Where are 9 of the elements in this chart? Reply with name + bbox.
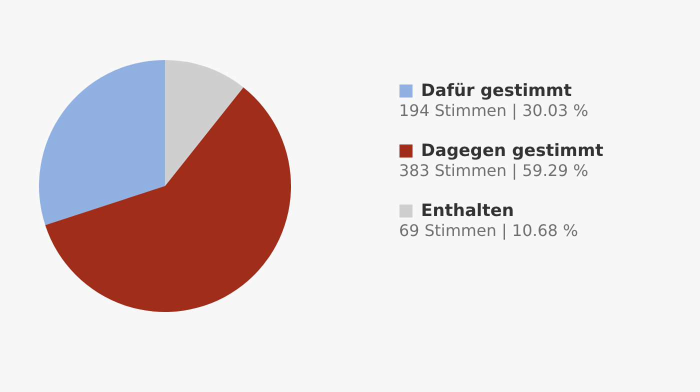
- data-label: 69 Stimmen | 10.68 %: [399, 221, 578, 240]
- pie-slice: [39, 60, 165, 226]
- legend-label: Dafür gestimmt: [421, 81, 572, 101]
- data-label: 383 Stimmen | 59.29 %: [399, 161, 588, 180]
- data-label: 194 Stimmen | 30.03 %: [399, 101, 588, 120]
- pie-slice: [165, 60, 244, 186]
- legend-label: Dagegen gestimmt: [421, 141, 604, 161]
- pie-slice: [45, 87, 291, 312]
- legend-label: Enthalten: [421, 201, 514, 221]
